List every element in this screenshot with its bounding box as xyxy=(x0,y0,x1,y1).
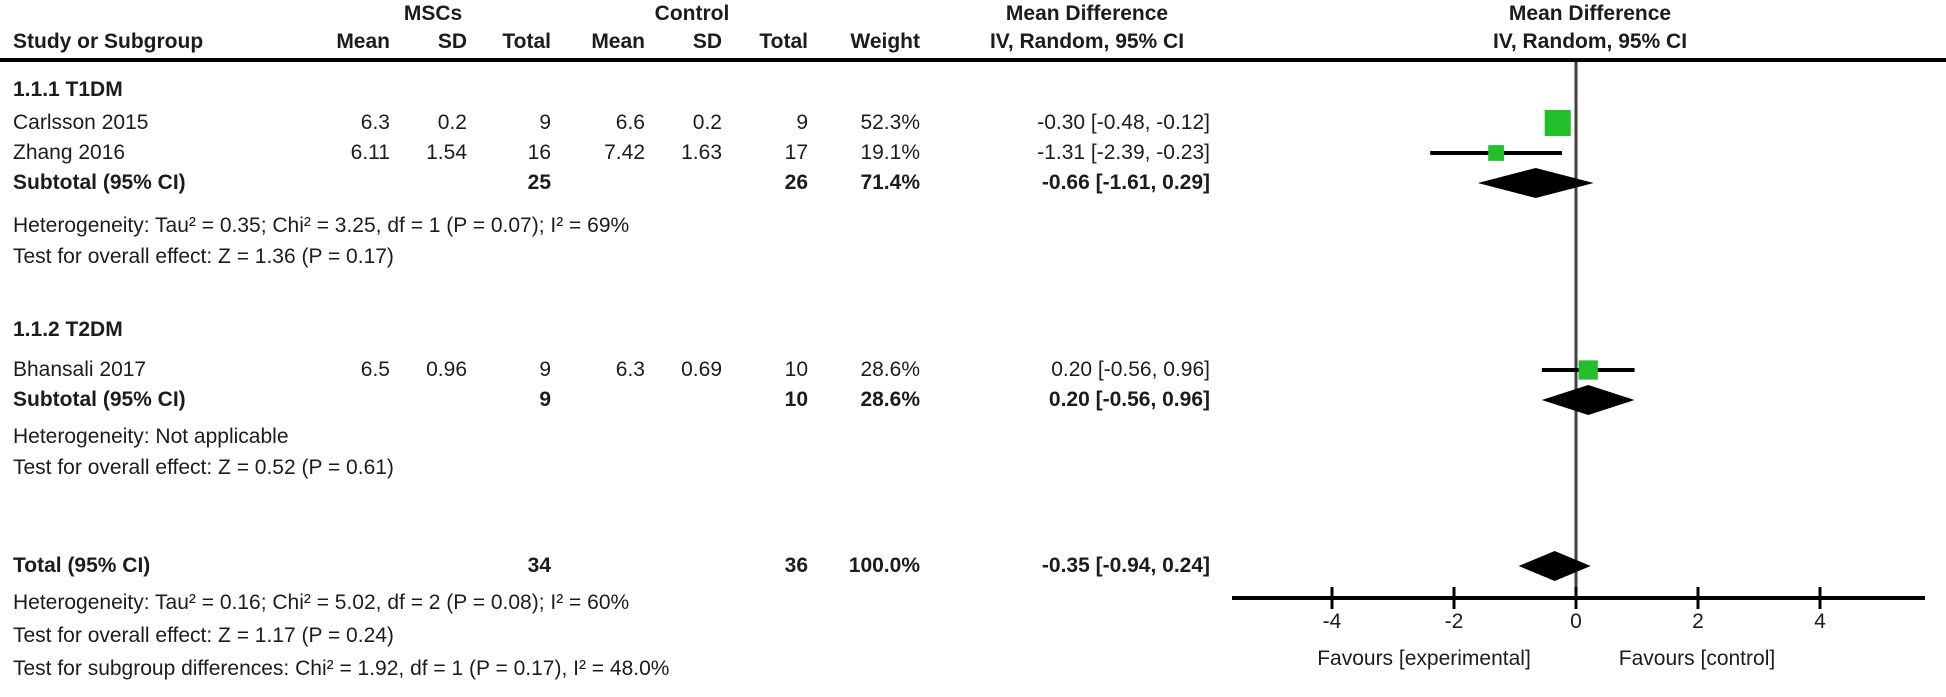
heterogeneity-line: Heterogeneity: Not applicable xyxy=(13,425,289,448)
weight-column-header: Weight xyxy=(850,30,920,53)
pooled-label: Subtotal (95% CI) xyxy=(13,388,186,411)
study-name: Zhang 2016 xyxy=(13,141,126,164)
pooled-ci-text: -0.66 [-1.61, 0.29] xyxy=(1041,171,1210,194)
overall-effect-line: Test for overall effect: Z = 0.52 (P = 0… xyxy=(13,456,394,479)
pooled-weight: 28.6% xyxy=(860,388,920,411)
subgroup-label: 1.1.2 T2DM xyxy=(13,318,123,341)
total-diamond xyxy=(1518,551,1591,581)
control-mean: 7.42 xyxy=(604,141,645,164)
pooled-label: Total (95% CI) xyxy=(13,554,151,577)
msc-mean: 6.11 xyxy=(350,141,390,164)
pooled-ci-text: 0.20 [-0.56, 0.96] xyxy=(1048,388,1210,411)
favours-control-label: Favours [control] xyxy=(1618,647,1776,670)
pooled-weight: 100.0% xyxy=(848,554,920,577)
pooled-control-total: 10 xyxy=(784,388,808,411)
method-header-left: IV, Random, 95% CI xyxy=(989,30,1185,53)
pooled-control-total: 26 xyxy=(784,171,808,194)
favours-experimental-label: Favours [experimental] xyxy=(1317,647,1531,670)
effect-square xyxy=(1578,360,1598,380)
pooled-weight: 71.4% xyxy=(860,171,920,194)
msc-total: 16 xyxy=(527,141,551,164)
control-mean: 6.6 xyxy=(615,111,645,134)
total1-column-header: Total xyxy=(502,30,551,53)
msc-mean: 6.5 xyxy=(360,358,390,381)
msc-total: 9 xyxy=(539,111,551,134)
method-header-right: IV, Random, 95% CI xyxy=(1492,30,1688,53)
msc-sd: 0.96 xyxy=(426,358,467,381)
weight-value: 19.1% xyxy=(860,141,920,164)
msc-total: 9 xyxy=(539,358,551,381)
msc-mean: 6.3 xyxy=(360,111,390,134)
pooled-label: Subtotal (95% CI) xyxy=(13,171,186,194)
tick-label: 2 xyxy=(1692,610,1704,633)
tick-label: -2 xyxy=(1444,610,1464,633)
weight-value: 28.6% xyxy=(860,358,920,381)
mean2-column-header: Mean xyxy=(591,30,645,53)
pooled-msc-total: 25 xyxy=(527,171,551,194)
ci-text: -0.30 [-0.48, -0.12] xyxy=(1037,111,1210,134)
study-name: Bhansali 2017 xyxy=(13,358,147,381)
subgroup-label: 1.1.1 T1DM xyxy=(13,78,123,101)
control-sd: 1.63 xyxy=(681,141,722,164)
control-total: 17 xyxy=(784,141,808,164)
pooled-msc-total: 34 xyxy=(527,554,551,577)
tick-label: 4 xyxy=(1814,610,1826,633)
total2-column-header: Total xyxy=(759,30,808,53)
group2-header: Control xyxy=(654,2,730,25)
study-name: Carlsson 2015 xyxy=(13,111,149,134)
control-mean: 6.3 xyxy=(615,358,645,381)
mean-difference-header-left: Mean Difference xyxy=(1005,2,1169,25)
mean1-column-header: Mean xyxy=(336,30,390,53)
sd1-column-header: SD xyxy=(437,30,467,53)
weight-value: 52.3% xyxy=(860,111,920,134)
study-column-header: Study or Subgroup xyxy=(13,30,204,53)
mean-difference-header-right: Mean Difference xyxy=(1508,2,1672,25)
effect-square xyxy=(1544,109,1571,137)
subtotal-diamond xyxy=(1477,168,1594,198)
control-sd: 0.69 xyxy=(681,358,722,381)
msc-sd: 1.54 xyxy=(426,141,467,164)
pooled-msc-total: 9 xyxy=(539,388,551,411)
ci-text: -1.31 [-2.39, -0.23] xyxy=(1037,141,1210,164)
overall-effect-line: Test for overall effect: Z = 1.36 (P = 0… xyxy=(13,245,394,268)
pooled-control-total: 36 xyxy=(784,554,808,577)
msc-sd: 0.2 xyxy=(437,111,467,134)
footer-line: Test for overall effect: Z = 1.17 (P = 0… xyxy=(13,624,394,647)
heterogeneity-line: Heterogeneity: Tau² = 0.35; Chi² = 3.25,… xyxy=(13,214,630,237)
control-sd: 0.2 xyxy=(692,111,722,134)
effect-square xyxy=(1488,145,1504,161)
footer-line: Heterogeneity: Tau² = 0.16; Chi² = 5.02,… xyxy=(13,591,630,614)
ci-text: 0.20 [-0.56, 0.96] xyxy=(1051,358,1210,381)
control-total: 9 xyxy=(796,111,808,134)
sd2-column-header: SD xyxy=(692,30,722,53)
subtotal-diamond xyxy=(1541,385,1635,415)
group1-header: MSCs xyxy=(403,2,463,25)
control-total: 10 xyxy=(784,358,808,381)
footer-line: Test for subgroup differences: Chi² = 1.… xyxy=(13,657,670,680)
tick-label: 0 xyxy=(1570,610,1582,633)
tick-label: -4 xyxy=(1322,610,1342,633)
pooled-ci-text: -0.35 [-0.94, 0.24] xyxy=(1041,554,1210,577)
